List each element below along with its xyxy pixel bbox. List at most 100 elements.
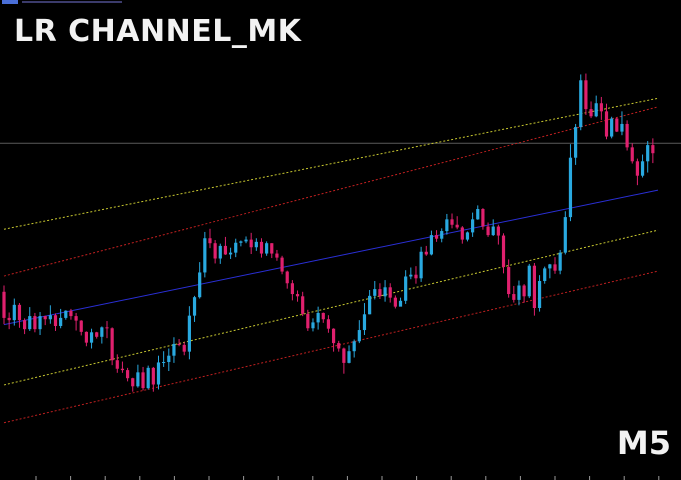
candle-body	[321, 312, 325, 320]
candle-body	[378, 289, 382, 297]
candle	[17, 303, 22, 328]
candle	[445, 213, 449, 235]
candle	[507, 259, 511, 298]
candle-body	[610, 118, 614, 137]
candle-body	[120, 368, 125, 371]
candle-body	[604, 111, 609, 137]
candle	[568, 144, 573, 222]
candle-body	[172, 344, 176, 356]
candle-body	[285, 271, 289, 284]
candle	[192, 295, 197, 322]
candle-body	[100, 327, 104, 337]
candle	[615, 117, 619, 133]
candle-body	[357, 330, 361, 342]
candle	[388, 283, 392, 303]
candle	[440, 228, 444, 243]
candle	[429, 230, 434, 256]
candle	[2, 285, 6, 325]
candle	[563, 211, 567, 255]
candle	[491, 219, 495, 236]
candle-body	[337, 343, 341, 349]
candle-body	[331, 328, 336, 344]
candle-body	[84, 331, 88, 343]
candle	[120, 361, 125, 373]
candle-body	[187, 315, 191, 352]
candle-body	[532, 265, 537, 308]
candle	[553, 257, 557, 274]
candle-body	[424, 251, 428, 255]
candle-body	[275, 253, 279, 258]
candle	[584, 73, 588, 115]
candle-body	[141, 372, 145, 389]
candle	[543, 266, 547, 284]
candle-body	[162, 362, 166, 363]
candle	[419, 246, 423, 282]
candle-body	[429, 235, 434, 255]
candle	[100, 326, 104, 344]
candle-body	[625, 123, 629, 148]
candle-body	[115, 360, 119, 369]
candle	[146, 365, 150, 390]
candle-body	[105, 327, 109, 329]
candle-body	[23, 320, 27, 330]
candle	[640, 154, 645, 178]
candle-body	[326, 319, 331, 329]
x-axis-ticks	[35, 476, 660, 480]
candle-body	[38, 316, 42, 330]
candle-body	[558, 252, 562, 271]
regression-mid-line	[3, 189, 659, 326]
candle-body	[481, 209, 485, 227]
candle-body	[409, 274, 413, 277]
candle	[28, 307, 32, 331]
candle-body	[342, 348, 346, 363]
candle-body	[522, 285, 526, 297]
candle	[110, 327, 114, 366]
candle-body	[404, 276, 408, 301]
candle-body	[507, 267, 511, 295]
candle	[471, 212, 475, 237]
candle	[537, 275, 542, 312]
candle	[501, 233, 506, 274]
candle-body	[125, 370, 130, 379]
candle	[177, 339, 181, 347]
candle-body	[501, 235, 506, 268]
broker-logo-icon	[2, 0, 18, 4]
candle	[254, 238, 258, 251]
candle	[33, 312, 37, 333]
candle-body	[110, 328, 114, 361]
candle-body	[95, 332, 99, 337]
candle-body	[388, 287, 392, 298]
candle	[357, 320, 361, 344]
candle	[280, 255, 284, 275]
candle	[337, 340, 341, 352]
candle	[594, 95, 598, 118]
candle	[646, 141, 650, 173]
candle-body	[198, 272, 202, 298]
candle-body	[630, 147, 634, 162]
candle	[167, 348, 171, 371]
candle-body	[69, 310, 73, 317]
candle	[275, 249, 279, 261]
candle-body	[568, 157, 573, 218]
candle	[409, 267, 413, 280]
candle-body	[527, 265, 531, 297]
candle-body	[192, 297, 197, 316]
candle-body	[53, 315, 58, 326]
candle	[249, 232, 253, 254]
candle	[172, 337, 176, 363]
candle	[532, 263, 537, 316]
candle	[69, 308, 73, 320]
candle-body	[79, 320, 83, 332]
candle	[424, 245, 428, 256]
candle	[223, 236, 228, 255]
candle	[414, 266, 418, 284]
candle	[368, 290, 372, 315]
candle-body	[295, 294, 300, 297]
candle	[460, 226, 464, 244]
candle-body	[131, 378, 135, 387]
candle-body	[48, 315, 52, 320]
candle	[465, 231, 470, 242]
candle-body	[640, 161, 645, 176]
